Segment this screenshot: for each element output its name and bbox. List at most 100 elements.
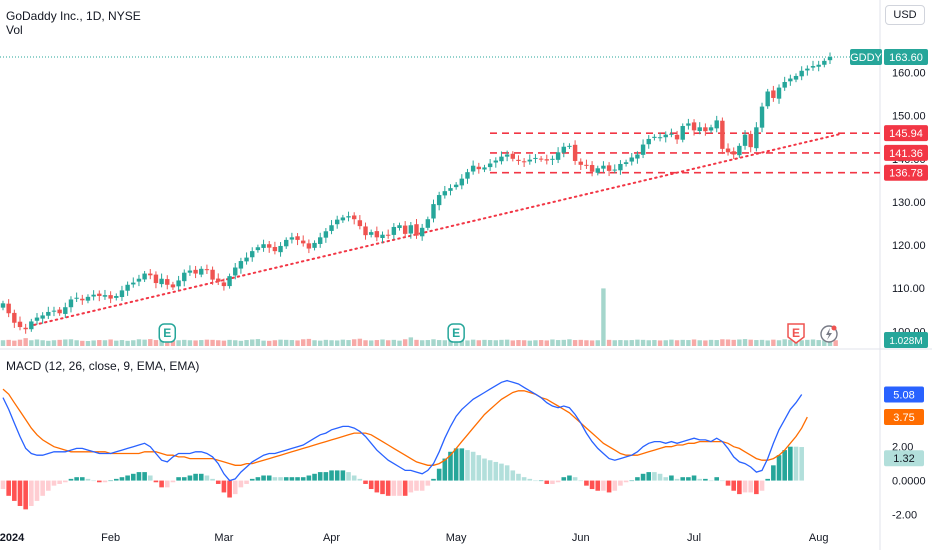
candle-body bbox=[782, 82, 787, 88]
candle-body bbox=[272, 246, 278, 252]
time-axis[interactable]: 2024 Feb Mar Apr May Jun Jul Aug bbox=[0, 532, 828, 544]
volume-bar bbox=[448, 340, 453, 346]
chart-title: GoDaddy Inc., 1D, NYSE bbox=[6, 9, 141, 23]
macd-value-tag bbox=[884, 386, 924, 403]
histogram-bar bbox=[261, 475, 266, 481]
volume-bar bbox=[385, 340, 391, 346]
macd-line bbox=[2, 379, 803, 482]
candle-body bbox=[402, 225, 408, 234]
volume-bar bbox=[278, 339, 283, 346]
candle-body bbox=[318, 237, 323, 244]
price-tick-label: 110.00 bbox=[892, 283, 925, 295]
price-axis[interactable]: 100.00110.00120.00130.00140.00150.00160.… bbox=[850, 48, 928, 521]
candle-body bbox=[295, 236, 300, 240]
time-tick-label: 2024 bbox=[0, 532, 25, 544]
volume-bar bbox=[550, 339, 555, 346]
time-tick-label: May bbox=[446, 532, 467, 544]
candle-body bbox=[346, 216, 351, 218]
histogram-bar bbox=[113, 478, 119, 481]
candle-body bbox=[629, 157, 634, 162]
histogram-bar bbox=[12, 480, 17, 501]
volume-bar bbox=[686, 340, 691, 346]
volume-bar bbox=[301, 339, 306, 346]
volume-bar bbox=[680, 339, 685, 346]
histogram-bar bbox=[550, 480, 555, 484]
volume-bar bbox=[805, 339, 810, 346]
candle-body bbox=[334, 219, 340, 225]
candle-body bbox=[793, 75, 799, 80]
histogram-bar bbox=[68, 478, 74, 481]
histogram-bar bbox=[459, 448, 465, 481]
candle-body bbox=[561, 146, 566, 153]
volume-bar bbox=[833, 340, 838, 346]
histogram-bar bbox=[164, 480, 170, 488]
candle-body bbox=[187, 270, 193, 273]
candle-body bbox=[686, 123, 691, 126]
histogram-bar bbox=[720, 480, 725, 482]
time-tick-label: Mar bbox=[214, 532, 233, 544]
histogram-bar bbox=[674, 478, 680, 481]
candle-body bbox=[544, 159, 549, 161]
histogram-bar bbox=[714, 477, 720, 481]
volume-bar bbox=[640, 339, 646, 346]
volume-tag bbox=[884, 332, 928, 348]
histogram-bar bbox=[504, 465, 510, 481]
signal-value-tag-label: 3.75 bbox=[893, 412, 914, 424]
volume-bar bbox=[119, 340, 125, 346]
volume-bar bbox=[125, 340, 130, 346]
candle-body bbox=[34, 317, 40, 321]
histogram-bar bbox=[493, 461, 499, 481]
price-tick-label: 120.00 bbox=[892, 240, 926, 252]
volume-bar bbox=[431, 339, 436, 346]
candle-body bbox=[816, 64, 821, 67]
volume-bar bbox=[23, 338, 28, 346]
volume-bar bbox=[595, 340, 600, 346]
volume-bar bbox=[250, 339, 255, 346]
histogram-bar bbox=[153, 480, 159, 483]
volume-bar bbox=[74, 340, 79, 346]
volume-bar bbox=[102, 340, 108, 346]
macd-lines bbox=[2, 379, 808, 482]
volume-bar bbox=[533, 340, 538, 346]
histogram-bar bbox=[629, 480, 635, 482]
histogram-bar bbox=[482, 458, 487, 481]
histogram-bar bbox=[436, 468, 442, 481]
histogram-bar bbox=[686, 477, 691, 481]
candle-body bbox=[748, 133, 753, 148]
histogram-bar bbox=[380, 480, 385, 495]
candle-body bbox=[731, 151, 736, 155]
volume-bar bbox=[742, 339, 748, 346]
candle-body bbox=[301, 240, 306, 244]
candle-body bbox=[40, 315, 45, 319]
candle-body bbox=[448, 188, 453, 191]
histogram-bar bbox=[414, 480, 419, 491]
volume-bar bbox=[561, 339, 566, 346]
histogram-bar bbox=[572, 477, 578, 481]
histogram-value-tag-label: 1.32 bbox=[893, 453, 914, 465]
volume-bar bbox=[623, 340, 629, 346]
volume-bar bbox=[759, 339, 765, 346]
volume-bar bbox=[40, 340, 45, 346]
currency-button[interactable]: USD bbox=[885, 5, 925, 25]
histogram-bar bbox=[567, 475, 572, 481]
histogram-bar bbox=[323, 472, 329, 481]
volume-bar bbox=[57, 339, 62, 346]
histogram-bar bbox=[510, 470, 516, 481]
candle-body bbox=[663, 134, 668, 138]
volume-bar bbox=[346, 340, 351, 346]
volume-bar bbox=[646, 340, 651, 346]
macd-histogram bbox=[0, 446, 804, 510]
histogram-bar bbox=[680, 477, 686, 481]
volume-bar bbox=[674, 340, 680, 346]
volume-bar bbox=[329, 340, 334, 346]
histogram-bar bbox=[402, 480, 408, 496]
candle-body bbox=[165, 279, 170, 285]
volume-bar bbox=[267, 340, 272, 346]
price-candles[interactable] bbox=[0, 52, 833, 334]
candle-body bbox=[261, 244, 266, 248]
volume-bar bbox=[425, 340, 431, 346]
histogram-bar bbox=[606, 480, 612, 493]
price-tick-label: 160.00 bbox=[892, 68, 926, 80]
candle-body bbox=[510, 153, 515, 159]
